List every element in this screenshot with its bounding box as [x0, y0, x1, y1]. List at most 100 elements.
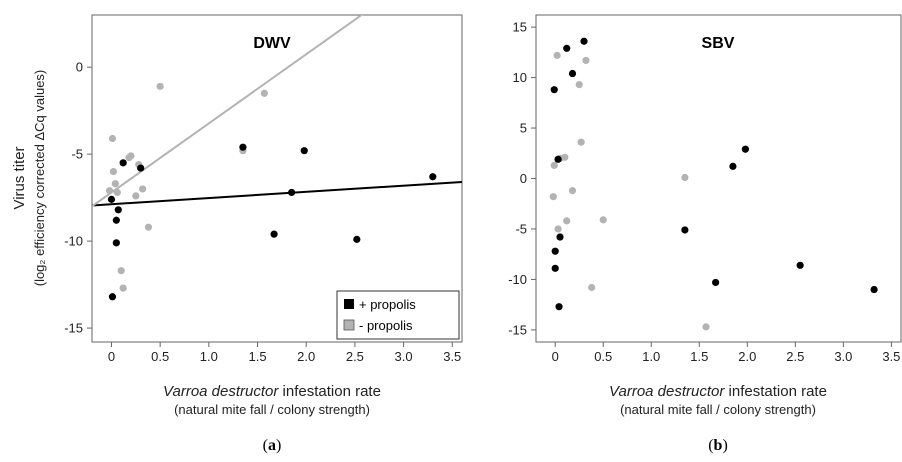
data-point [555, 303, 563, 311]
data-point [553, 51, 561, 59]
x-axis-subtitle-a: (natural mite fall / colony strength) [174, 402, 370, 417]
y-tick-label: 10 [513, 70, 527, 85]
data-point [580, 37, 588, 45]
data-point [599, 216, 607, 224]
data-point [112, 216, 120, 224]
panel-title-dwv: DWV [253, 35, 291, 52]
y-tick-label: 15 [513, 20, 527, 35]
data-point [260, 89, 268, 97]
plot-frame-a [91, 14, 463, 343]
data-point [550, 161, 558, 169]
data-point [556, 233, 564, 241]
data-point [796, 261, 804, 269]
data-point [681, 173, 689, 182]
x-tick-label: 0 [108, 349, 115, 364]
x-tick-label: 1.5 [690, 349, 708, 364]
data-point [741, 145, 749, 153]
panel-label-a: (a) [263, 437, 282, 454]
panel-title-sbv: SBV [702, 35, 735, 52]
x-tick-label: 0.5 [151, 349, 169, 364]
legend: + propolis - propolis [336, 290, 460, 340]
x-tick-label: 1.0 [200, 349, 218, 364]
data-point [108, 293, 117, 301]
data-point [561, 153, 569, 161]
data-point [549, 193, 557, 201]
data-point [108, 134, 117, 143]
data-point [554, 225, 562, 233]
legend-label-plus: + propolis [359, 297, 416, 312]
data-point [144, 223, 153, 231]
data-point [575, 81, 583, 89]
data-point [114, 206, 122, 214]
data-point [288, 188, 296, 197]
data-point [563, 217, 571, 225]
data-point [563, 44, 571, 52]
data-point [429, 173, 437, 181]
x-tick-label: 3.5 [882, 349, 900, 364]
data-point [239, 143, 247, 151]
x-tick-label: 2.5 [786, 349, 804, 364]
data-point [111, 180, 119, 188]
data-point [300, 147, 308, 155]
x-tick-label: 0.5 [594, 349, 612, 364]
data-point [712, 278, 720, 287]
svg-text:Virus titer: Virus titer [11, 146, 28, 209]
y-tick-label: -15 [508, 322, 527, 337]
data-point [550, 86, 558, 94]
legend-marker-minus [343, 319, 355, 331]
data-point [554, 155, 562, 163]
data-point [568, 69, 577, 78]
y-axis-title-a: Virus titer (log₂ efficiency corrected Δ… [11, 70, 47, 287]
data-point [582, 56, 590, 65]
data-point [112, 239, 120, 247]
x-tick-label: 2.0 [297, 349, 315, 364]
x-tick-label: 2.0 [738, 349, 756, 364]
panel-sbv: 0 0.5 1.0 1.5 2.0 2.5 3.0 3.5 15 10 5 0 -5 -10 -15 SB… [508, 14, 902, 454]
trend-line [92, 15, 364, 208]
data-point [568, 187, 577, 195]
data-point [702, 323, 710, 331]
data-point [127, 152, 135, 160]
x-tick-label: 3.5 [443, 349, 461, 364]
x-tick-label: 1.0 [642, 349, 660, 364]
x-axis-title-b: Varroa destructor infestation rate [609, 383, 827, 400]
plot-frame-b [535, 14, 902, 343]
data-point [117, 267, 125, 275]
data-point [551, 264, 559, 272]
data-point [353, 235, 361, 243]
data-point [156, 82, 164, 90]
y-tick-label: -5 [515, 221, 527, 236]
data-point [137, 164, 145, 172]
data-point [105, 187, 114, 195]
x-tick-label: 1.5 [248, 349, 266, 364]
y-tick-label: 0 [520, 171, 527, 186]
legend-label-minus: - propolis [359, 318, 413, 333]
x-tick-label: 3.0 [395, 349, 413, 364]
trend-line [92, 180, 462, 207]
legend-frame [336, 290, 460, 340]
y-tick-label: -10 [508, 272, 527, 287]
data-point [119, 159, 127, 167]
legend-marker-plus [344, 299, 354, 309]
data-point [588, 283, 596, 292]
y-axis-subtitle-a: (log₂ efficiency corrected ΔCq values) [32, 70, 47, 287]
y-tick-label: 0 [76, 60, 83, 75]
data-point [729, 162, 737, 170]
data-point [681, 226, 689, 234]
data-point [109, 167, 118, 176]
data-point [870, 285, 878, 294]
panel-dwv: 0 0.5 1.0 1.5 2.0 2.5 3.0 3.5 0 -5 -10 -15 DWV Vir… [11, 14, 463, 454]
y-tick-label: -5 [71, 147, 83, 162]
data-point [113, 188, 121, 197]
data-point [577, 138, 585, 146]
data-point [270, 230, 278, 238]
x-axis-subtitle-b: (natural mite fall / colony strength) [620, 402, 816, 417]
data-point [139, 185, 147, 193]
x-tick-label: 2.5 [346, 349, 364, 364]
panel-label-b: (b) [708, 437, 728, 454]
x-tick-label: 0 [552, 349, 559, 364]
x-axis-title-a: Varroa destructor infestation rate [163, 383, 381, 400]
y-tick-label: 5 [520, 121, 527, 136]
y-tick-label: -15 [64, 321, 83, 336]
